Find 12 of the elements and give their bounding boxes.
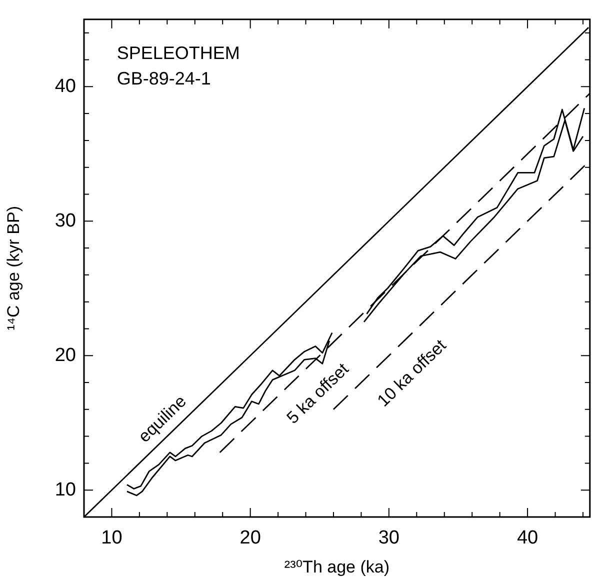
annotation: GB-89-24-1: [116, 68, 211, 89]
annotation: SPELEOTHEM: [116, 43, 240, 64]
y-axis-title: ¹⁴C age (kyr BP): [4, 206, 23, 330]
x-tick-label: 40: [516, 528, 538, 549]
y-tick-label: 10: [54, 479, 76, 500]
x-axis-title: ²³⁰Th age (ka): [284, 557, 390, 576]
x-tick-label: 20: [240, 528, 261, 549]
x-tick-label: 30: [378, 528, 400, 549]
y-tick-label: 40: [54, 76, 76, 97]
x-tick-label: 10: [101, 528, 122, 549]
y-tick-label: 30: [54, 210, 76, 232]
y-tick-label: 20: [54, 344, 76, 366]
